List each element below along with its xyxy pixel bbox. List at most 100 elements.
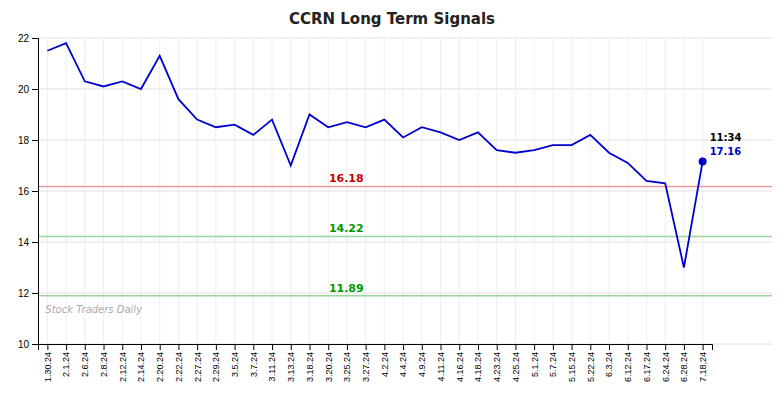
x-grid-line bbox=[309, 38, 310, 344]
y-grid-line bbox=[38, 191, 772, 192]
x-tick-label: 2.29.24 bbox=[211, 352, 221, 382]
y-grid-line bbox=[38, 38, 772, 39]
y-tick-mark bbox=[32, 140, 38, 141]
y-tick: 20 bbox=[18, 84, 38, 95]
y-tick-mark bbox=[32, 191, 38, 192]
x-tick: 2.29.24 bbox=[211, 344, 221, 382]
x-tick-mark bbox=[703, 344, 704, 350]
x-tick: 4.4.24 bbox=[398, 344, 408, 377]
x-tick-mark bbox=[403, 344, 404, 350]
x-tick: 4.2.24 bbox=[380, 344, 390, 377]
x-grid-line bbox=[159, 38, 160, 344]
level-label: 14.22 bbox=[329, 222, 364, 235]
x-tick: 5.1.24 bbox=[530, 344, 540, 377]
y-tick-mark bbox=[32, 89, 38, 90]
x-tick-mark bbox=[47, 344, 48, 350]
x-tick-mark bbox=[178, 344, 179, 350]
x-tick-label: 6.3.24 bbox=[604, 352, 614, 377]
x-tick-label: 4.11.24 bbox=[436, 352, 446, 381]
x-tick-mark bbox=[141, 344, 142, 350]
x-grid-line bbox=[197, 38, 198, 344]
y-tick-label: 20 bbox=[18, 84, 30, 95]
x-tick-label: 2.1.24 bbox=[61, 352, 71, 377]
x-tick-mark bbox=[665, 344, 666, 350]
x-tick-label: 6.17.24 bbox=[642, 352, 652, 382]
x-tick: 3.7.24 bbox=[249, 344, 259, 377]
grid bbox=[38, 38, 772, 344]
x-tick: 2.14.24 bbox=[136, 344, 146, 382]
y-grid-line bbox=[38, 89, 772, 90]
x-tick: 4.16.24 bbox=[455, 344, 465, 382]
x-tick: 4.11.24 bbox=[436, 344, 446, 381]
x-tick-mark bbox=[197, 344, 198, 350]
x-tick-mark bbox=[160, 344, 161, 350]
x-tick-label: 5.15.24 bbox=[567, 352, 577, 382]
x-tick: 4.23.24 bbox=[492, 344, 502, 382]
y-grid-line bbox=[38, 140, 772, 141]
x-grid-line bbox=[140, 38, 141, 344]
level-label: 11.89 bbox=[329, 282, 364, 295]
x-grid-line bbox=[421, 38, 422, 344]
last-point-dot bbox=[699, 157, 707, 165]
x-grid-line bbox=[665, 38, 666, 344]
x-tick: 2.12.24 bbox=[118, 344, 128, 382]
x-tick-mark bbox=[122, 344, 123, 350]
x-grid-line bbox=[122, 38, 123, 344]
x-grid-line bbox=[552, 38, 553, 344]
x-tick-mark bbox=[253, 344, 254, 350]
x-tick-mark bbox=[572, 344, 573, 350]
x-tick-mark bbox=[366, 344, 367, 350]
x-tick-mark bbox=[309, 344, 310, 350]
y-tick: 10 bbox=[18, 339, 38, 350]
x-grid-line bbox=[290, 38, 291, 344]
x-tick-label: 3.27.24 bbox=[361, 352, 371, 382]
x-tick-mark bbox=[347, 344, 348, 350]
y-tick-mark bbox=[32, 242, 38, 243]
x-tick-label: 2.12.24 bbox=[118, 352, 128, 382]
x-tick-mark bbox=[684, 344, 685, 350]
annotations: 16.1814.2211.8917.1611:34Stock Traders D… bbox=[45, 132, 741, 315]
x-grid-line bbox=[571, 38, 572, 344]
horizontal-level bbox=[38, 186, 772, 188]
x-tick-mark bbox=[646, 344, 647, 350]
x-tick: 2.6.24 bbox=[80, 344, 90, 377]
x-tick-label: 3.13.24 bbox=[286, 352, 296, 382]
y-tick-mark bbox=[32, 293, 38, 294]
x-grid-line bbox=[84, 38, 85, 344]
x-tick-label: 6.24.24 bbox=[661, 352, 671, 382]
x-tick-label: 2.6.24 bbox=[80, 352, 90, 377]
x-tick: 1.30.24 bbox=[43, 344, 53, 382]
y-tick-label: 16 bbox=[18, 186, 30, 197]
x-tick-mark bbox=[272, 344, 273, 350]
x-tick-mark bbox=[104, 344, 105, 350]
x-grid-line bbox=[496, 38, 497, 344]
plot: 16.1814.2211.8917.1611:34Stock Traders D… bbox=[18, 33, 772, 382]
y-grid-line bbox=[38, 293, 772, 294]
x-tick-label: 4.9.24 bbox=[417, 352, 427, 377]
x-tick: 5.15.24 bbox=[567, 344, 577, 382]
y-axis-line bbox=[32, 39, 39, 345]
x-tick-label: 4.16.24 bbox=[455, 352, 465, 382]
x-tick-label: 4.25.24 bbox=[511, 352, 521, 382]
x-grid-line bbox=[178, 38, 179, 344]
x-tick-mark bbox=[609, 344, 610, 350]
y-tick-label: 10 bbox=[18, 339, 30, 350]
x-tick-label: 5.7.24 bbox=[548, 352, 558, 377]
x-tick-label: 4.2.24 bbox=[380, 352, 390, 377]
x-grid-line bbox=[609, 38, 610, 344]
x-tick-label: 4.23.24 bbox=[492, 352, 502, 382]
x-grid-line bbox=[534, 38, 535, 344]
x-grid-line bbox=[646, 38, 647, 344]
y-tick: 16 bbox=[18, 186, 38, 197]
x-tick: 2.1.24 bbox=[61, 344, 71, 377]
x-grid-line bbox=[627, 38, 628, 344]
x-tick-label: 5.22.24 bbox=[586, 352, 596, 382]
x-grid-line bbox=[346, 38, 347, 344]
x-tick-label: 2.22.24 bbox=[174, 352, 184, 382]
x-tick: 2.20.24 bbox=[155, 344, 165, 382]
x-tick: 5.22.24 bbox=[586, 344, 596, 382]
x-axis-line bbox=[39, 345, 713, 351]
y-tick: 22 bbox=[18, 33, 38, 44]
x-tick-mark bbox=[590, 344, 591, 350]
y-tick-mark bbox=[32, 344, 38, 345]
